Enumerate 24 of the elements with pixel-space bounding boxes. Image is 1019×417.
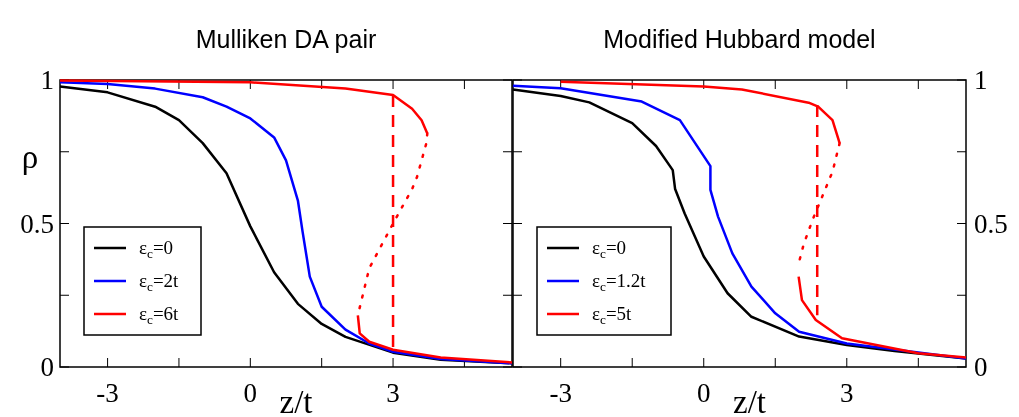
legend-label: ε$_{c}$=5t — [592, 303, 633, 327]
x-tick-label: -3 — [96, 378, 119, 408]
y-tick-label: 0 — [40, 352, 54, 382]
legend-label: ε$_{c}$=6t — [139, 303, 180, 327]
y-tick-label: 0.5 — [20, 208, 54, 239]
x-axis-title: z/t — [733, 384, 766, 417]
y2-tick-label: 0 — [974, 352, 988, 382]
x-tick-label: 0 — [243, 378, 258, 408]
x-tick-label: 3 — [840, 378, 854, 408]
x-tick-label: 0 — [696, 378, 711, 408]
y-tick-label: 1 — [40, 65, 54, 95]
legend-label: ε$_{c}$=0 — [139, 237, 174, 261]
y2-tick-label: 1 — [974, 65, 988, 95]
legend-label: ε$_{c}$=1.2t — [592, 270, 647, 294]
line-series — [797, 275, 968, 359]
x-tick-label: -3 — [549, 378, 572, 408]
chart-title: Mulliken DA pair — [195, 25, 377, 53]
legend-label: ε$_{c}$=2t — [139, 270, 180, 294]
chart-title: Modified Hubbard model — [603, 25, 876, 53]
legend-label: ε$_{c}$=0 — [592, 237, 627, 261]
y2-tick-label: 0.5 — [974, 208, 1008, 239]
x-tick-label: 3 — [386, 378, 400, 408]
x-axis-title: z/t — [279, 384, 313, 417]
y-axis-title: ρ — [21, 139, 39, 175]
